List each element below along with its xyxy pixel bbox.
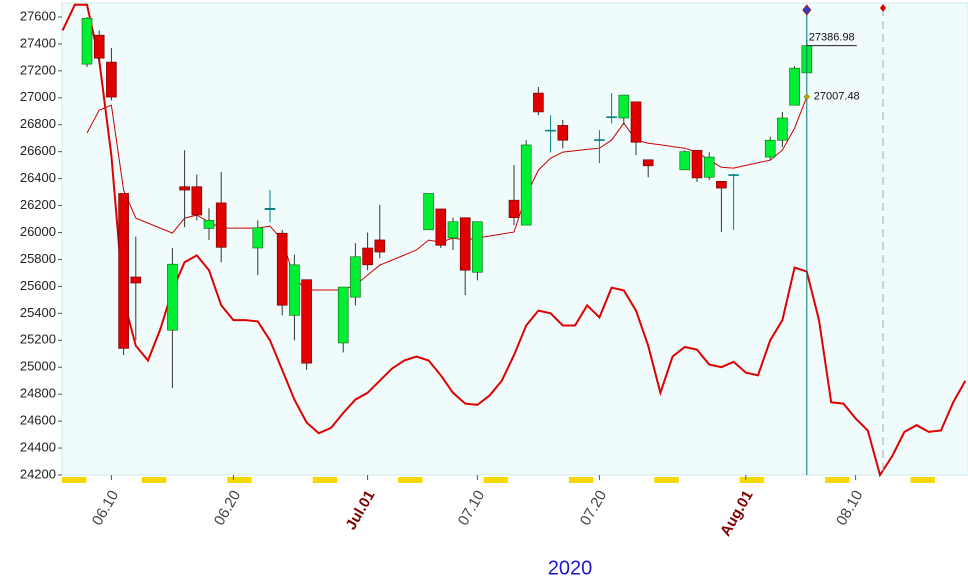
candle-body: [337, 286, 349, 344]
weekend-strip: [483, 477, 508, 483]
y-tick-label: 24800: [20, 386, 56, 401]
y-tick-label: 24400: [20, 439, 56, 454]
y-tick-label: 25000: [20, 359, 56, 374]
weekend-strip: [227, 477, 252, 483]
marker-diamond: [880, 4, 886, 12]
annotation-label: 27007.48: [814, 91, 860, 103]
candle-body: [191, 186, 203, 216]
candle-body: [472, 221, 483, 273]
x-tick-label: Aug.01: [717, 487, 757, 539]
candle-body: [716, 181, 727, 189]
candle-body: [679, 151, 691, 171]
candle-body: [533, 92, 544, 113]
weekend-strip: [568, 477, 594, 483]
candle-body: [423, 193, 434, 231]
y-tick-label: 25800: [20, 251, 56, 266]
candle-body: [93, 34, 105, 59]
y-tick-label: 27200: [20, 62, 56, 77]
weekend-strip: [312, 477, 338, 483]
y-tick-label: 25200: [20, 332, 56, 347]
candle-body: [179, 186, 190, 191]
candle-body: [118, 193, 129, 349]
candle-body: [203, 220, 215, 229]
marker-diamond: [802, 4, 812, 16]
candle-body: [606, 116, 617, 118]
x-tick-label: 06.10: [89, 487, 122, 528]
y-tick-label: 25400: [20, 305, 56, 320]
candle-body: [459, 217, 471, 271]
candle-body: [81, 18, 93, 65]
candle-body: [362, 247, 373, 266]
candle-body: [642, 159, 654, 167]
x-axis-label: 2020: [548, 557, 593, 579]
candle-body: [520, 144, 532, 226]
candle-body: [728, 174, 739, 176]
candle-body: [691, 150, 703, 179]
y-tick-label: 26200: [20, 197, 56, 212]
y-tick-label: 26000: [20, 224, 56, 239]
candle-body: [130, 276, 142, 284]
candle-body: [264, 207, 276, 210]
x-tick-label: 07.10: [455, 487, 488, 528]
candle-body: [557, 125, 569, 141]
candle-body: [167, 263, 178, 331]
x-tick-label: 06.20: [211, 487, 244, 528]
candle-body: [777, 117, 788, 141]
candle-body: [301, 279, 312, 364]
candle-body: [252, 227, 264, 249]
plot-area: [61, 2, 968, 476]
weekend-strip: [141, 477, 167, 483]
weekend-strip: [62, 477, 87, 483]
candle-body: [215, 202, 227, 248]
annotation-label: 27386.98: [809, 32, 855, 44]
candle-body: [594, 139, 605, 141]
x-tick-label: Jul.01: [343, 487, 379, 532]
x-tick-label: 08.10: [833, 487, 866, 528]
candle-body: [435, 208, 447, 246]
y-tick-label: 27600: [20, 8, 56, 23]
candle-body: [764, 139, 776, 158]
candle-body: [789, 67, 800, 106]
y-tick-label: 26800: [20, 116, 56, 131]
y-tick-label: 26600: [20, 143, 56, 158]
weekend-strip: [398, 477, 423, 483]
candle-body: [350, 256, 361, 298]
indicator-line: [61, 3, 967, 478]
weekend-strip: [825, 477, 850, 483]
y-tick-label: 25600: [20, 278, 56, 293]
weekend-strip: [739, 477, 765, 483]
candle-body: [276, 232, 288, 306]
candle-body: [106, 61, 117, 98]
candle-body: [545, 129, 556, 132]
weekend-strip: [654, 477, 679, 483]
annotation-diamond: [803, 93, 811, 101]
candle-body: [447, 221, 459, 239]
y-tick-label: 26400: [20, 170, 56, 185]
candle-body: [703, 156, 715, 178]
x-tick-label: 07.20: [577, 487, 610, 528]
candle-body: [630, 101, 642, 143]
candle-body: [508, 199, 520, 218]
y-tick-label: 24600: [20, 413, 56, 428]
candle-body: [289, 264, 300, 316]
y-tick-label: 27400: [20, 35, 56, 50]
weekend-strip: [910, 477, 935, 483]
y-tick-label: 27000: [20, 89, 56, 104]
y-tick-label: 24200: [20, 466, 56, 481]
candle-body: [618, 94, 630, 119]
candle-body: [374, 239, 386, 253]
